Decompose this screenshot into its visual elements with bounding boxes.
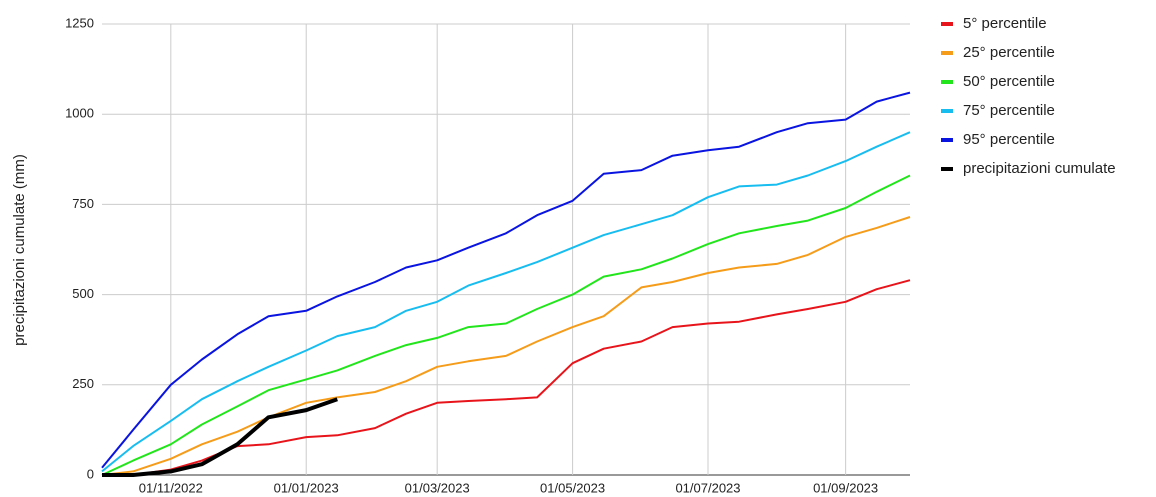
legend-swatch — [941, 80, 953, 84]
y-tick-label: 0 — [87, 466, 94, 481]
x-tick-label: 01/01/2023 — [274, 480, 339, 495]
y-tick-label: 500 — [72, 286, 94, 301]
series-line — [101, 216, 911, 476]
y-tick-label: 250 — [72, 376, 94, 391]
y-tick-label: 1250 — [65, 15, 94, 30]
legend-swatch — [941, 22, 953, 26]
series-line — [101, 174, 911, 476]
legend-swatch — [941, 51, 953, 55]
y-tick-label: 1000 — [65, 106, 94, 121]
x-tick-label: 01/11/2022 — [139, 480, 203, 495]
legend-label: 25° percentile — [963, 44, 1055, 61]
x-tick-label: 01/05/2023 — [540, 480, 605, 495]
legend-swatch — [941, 109, 953, 113]
y-tick-label: 750 — [72, 196, 94, 211]
legend: 5° percentile 25° percentile 50° percentil… — [941, 15, 1116, 177]
x-tick-label: 01/03/2023 — [405, 480, 470, 495]
series-line — [101, 131, 911, 473]
legend-label: 50° percentile — [963, 73, 1055, 90]
series-line — [102, 279, 911, 476]
x-tick-label: 01/07/2023 — [675, 480, 740, 495]
x-tick-label: 01/09/2023 — [813, 480, 878, 495]
series-line — [101, 91, 911, 469]
series-line — [102, 397, 338, 477]
y-axis-label: precipitazioni cumulate (mm) — [11, 154, 28, 346]
legend-swatch — [941, 167, 953, 171]
legend-swatch — [941, 138, 953, 142]
legend-label: 5° percentile — [963, 15, 1047, 32]
legend-label: 75° percentile — [963, 102, 1055, 119]
legend-label: 95° percentile — [963, 131, 1055, 148]
legend-label: precipitazioni cumulate — [963, 160, 1116, 177]
